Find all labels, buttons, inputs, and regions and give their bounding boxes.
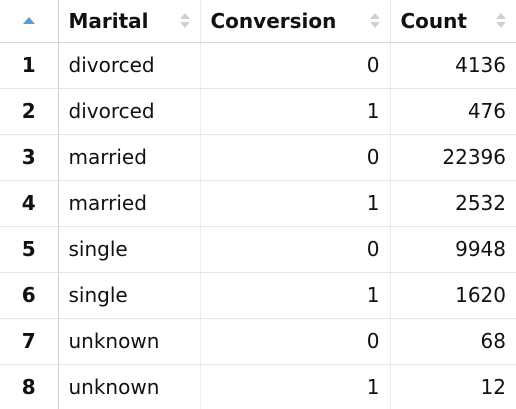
table-row[interactable]: 2 divorced 1 476 xyxy=(0,88,516,135)
cell-conversion: 1 xyxy=(200,180,391,227)
cell-conversion: 1 xyxy=(200,272,391,319)
cell-conversion: 0 xyxy=(200,318,391,365)
row-index: 7 xyxy=(0,318,59,365)
cell-marital: divorced xyxy=(58,88,201,135)
cell-conversion: 0 xyxy=(200,226,391,273)
cell-count: 2532 xyxy=(390,180,516,227)
cell-count: 476 xyxy=(390,88,516,135)
column-header-label: Marital xyxy=(68,8,149,33)
sort-icon[interactable] xyxy=(369,12,380,30)
sort-icon[interactable] xyxy=(179,12,190,30)
row-index: 3 xyxy=(0,134,59,181)
row-index: 5 xyxy=(0,226,59,273)
cell-count: 68 xyxy=(390,318,516,365)
column-header-label: Conversion xyxy=(210,8,337,33)
cell-marital: married xyxy=(58,134,201,181)
cell-count: 9948 xyxy=(390,226,516,273)
cell-marital: married xyxy=(58,180,201,227)
table-row[interactable]: 5 single 0 9948 xyxy=(0,226,516,273)
table-body: 1 divorced 0 4136 2 divorced 1 476 3 mar… xyxy=(0,42,516,409)
table-row[interactable]: 6 single 1 1620 xyxy=(0,272,516,319)
cell-conversion: 1 xyxy=(200,364,391,409)
row-index: 6 xyxy=(0,272,59,319)
cell-marital: unknown xyxy=(58,364,201,409)
table-row[interactable]: 8 unknown 1 12 xyxy=(0,364,516,409)
column-header-conversion[interactable]: Conversion xyxy=(200,0,391,43)
table-header: Marital Conversion Count xyxy=(0,0,516,43)
cell-conversion: 1 xyxy=(200,88,391,135)
header-row: Marital Conversion Count xyxy=(0,0,516,43)
cell-conversion: 0 xyxy=(200,42,391,89)
table-row[interactable]: 7 unknown 0 68 xyxy=(0,318,516,365)
cell-conversion: 0 xyxy=(200,134,391,181)
cell-count: 22396 xyxy=(390,134,516,181)
row-index: 8 xyxy=(0,364,59,409)
cell-count: 12 xyxy=(390,364,516,409)
column-header-count[interactable]: Count xyxy=(390,0,516,43)
sort-ascending-icon[interactable] xyxy=(22,12,35,30)
cell-marital: divorced xyxy=(58,42,201,89)
cell-marital: single xyxy=(58,272,201,319)
cell-count: 1620 xyxy=(390,272,516,319)
table-row[interactable]: 3 married 0 22396 xyxy=(0,134,516,181)
row-index: 4 xyxy=(0,180,59,227)
table-row[interactable]: 1 divorced 0 4136 xyxy=(0,42,516,89)
column-header-label: Count xyxy=(400,8,467,33)
table-row[interactable]: 4 married 1 2532 xyxy=(0,180,516,227)
sort-icon[interactable] xyxy=(496,12,506,30)
cell-marital: single xyxy=(58,226,201,273)
column-header-marital[interactable]: Marital xyxy=(58,0,201,43)
index-column-header[interactable] xyxy=(0,0,59,43)
row-index: 2 xyxy=(0,88,59,135)
row-index: 1 xyxy=(0,42,59,89)
cell-count: 4136 xyxy=(390,42,516,89)
cell-marital: unknown xyxy=(58,318,201,365)
